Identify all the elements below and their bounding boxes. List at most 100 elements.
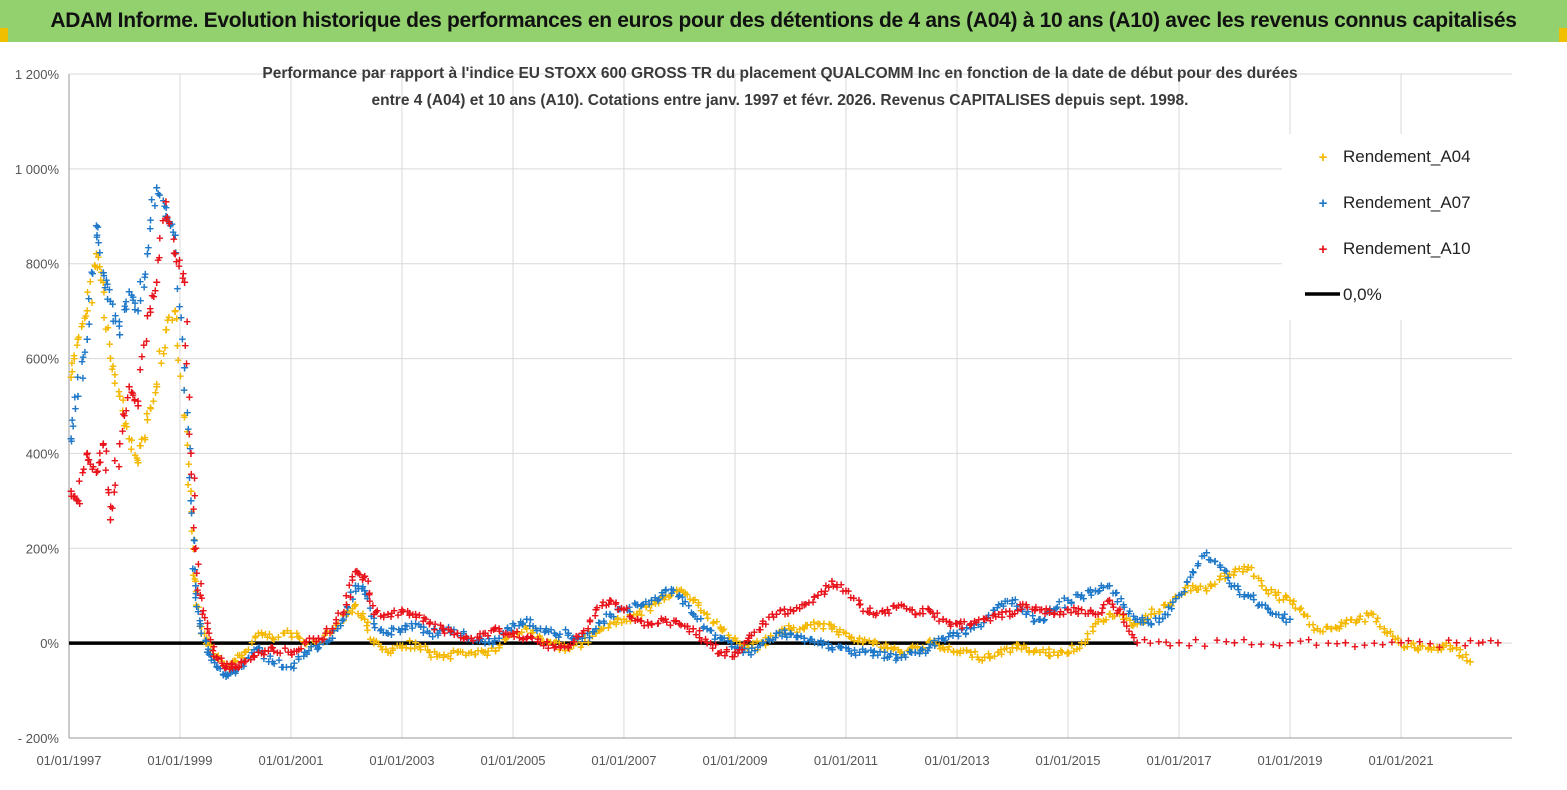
data-marker: +: [807, 617, 815, 632]
data-marker: +: [436, 648, 444, 663]
data-marker: +: [808, 631, 816, 646]
data-marker: +: [1207, 553, 1215, 568]
data-marker: +: [111, 376, 119, 391]
data-marker: +: [955, 628, 963, 643]
data-marker: +: [184, 477, 192, 492]
data-marker: +: [1447, 642, 1455, 657]
data-marker: +: [131, 447, 139, 462]
data-marker: +: [279, 660, 287, 675]
data-marker: +: [607, 594, 615, 609]
data-marker: +: [673, 582, 681, 597]
data-marker: +: [1074, 587, 1082, 602]
data-marker: +: [1104, 578, 1112, 593]
data-marker: +: [846, 629, 854, 644]
data-marker: +: [655, 595, 663, 610]
data-marker: +: [1428, 642, 1436, 657]
data-marker: +: [825, 640, 833, 655]
data-marker: +: [1241, 587, 1249, 602]
data-marker: +: [1235, 561, 1243, 576]
legend-swatch-marker: +: [1319, 195, 1328, 212]
data-marker: +: [760, 635, 768, 650]
data-marker: +: [479, 645, 487, 660]
data-marker: +: [891, 640, 899, 655]
data-marker: +: [476, 631, 484, 646]
data-marker: +: [719, 631, 727, 646]
data-marker: +: [589, 628, 597, 643]
data-marker: +: [740, 637, 748, 652]
data-marker: +: [411, 640, 419, 655]
data-marker: +: [353, 563, 361, 578]
data-marker: +: [165, 309, 173, 324]
data-point: +: [897, 644, 905, 660]
data-point: +: [439, 620, 447, 636]
data-marker: +: [553, 633, 561, 648]
data-point: +: [1397, 635, 1405, 651]
data-point: +: [92, 217, 100, 233]
data-marker: +: [677, 582, 685, 597]
data-marker: +: [1140, 614, 1148, 629]
data-marker: +: [490, 622, 498, 637]
data-point: +: [143, 412, 151, 428]
data-marker: +: [1031, 613, 1039, 628]
data-marker: +: [469, 633, 477, 648]
data-point: +: [301, 635, 309, 651]
data-marker: +: [376, 623, 384, 638]
data-marker: +: [1123, 610, 1131, 625]
data-marker: +: [1281, 607, 1289, 622]
data-marker: +: [212, 650, 220, 665]
data-marker: +: [146, 221, 154, 236]
data-point: +: [1050, 606, 1058, 622]
data-marker: +: [644, 618, 652, 633]
data-marker: +: [668, 586, 676, 601]
data-marker: +: [1156, 604, 1164, 619]
data-marker: +: [978, 653, 986, 668]
data-marker: +: [552, 627, 560, 642]
data-marker: +: [121, 408, 129, 423]
data-point: +: [495, 639, 503, 655]
data-point: +: [467, 630, 475, 646]
data-marker: +: [998, 609, 1006, 624]
data-marker: +: [872, 607, 880, 622]
data-marker: +: [869, 635, 877, 650]
data-point: +: [125, 284, 133, 300]
data-marker: +: [712, 637, 720, 652]
data-point: +: [634, 597, 642, 613]
data-marker: +: [1165, 598, 1173, 613]
data-marker: +: [310, 631, 318, 646]
data-marker: +: [1146, 636, 1154, 651]
data-marker: +: [164, 313, 172, 328]
data-point: +: [495, 620, 503, 636]
data-marker: +: [833, 624, 841, 639]
data-marker: +: [510, 625, 518, 640]
data-marker: +: [484, 628, 492, 643]
data-marker: +: [1352, 615, 1360, 630]
data-marker: +: [401, 622, 409, 637]
data-point: +: [994, 644, 1002, 660]
data-marker: +: [1029, 608, 1037, 623]
data-marker: +: [852, 647, 860, 662]
data-point: +: [634, 606, 642, 622]
data-marker: +: [192, 584, 200, 599]
data-marker: +: [1296, 602, 1304, 617]
data-marker: +: [1197, 578, 1205, 593]
data-marker: +: [1178, 587, 1186, 602]
data-point: +: [162, 208, 170, 224]
data-marker: +: [465, 645, 473, 660]
data-marker: +: [670, 613, 678, 628]
data-marker: +: [991, 648, 999, 663]
data-marker: +: [680, 585, 688, 600]
data-marker: +: [229, 664, 237, 679]
data-marker: +: [447, 651, 455, 666]
data-marker: +: [859, 635, 867, 650]
data-marker: +: [783, 630, 791, 645]
data-marker: +: [818, 637, 826, 652]
data-marker: +: [221, 657, 229, 672]
data-marker: +: [476, 626, 484, 641]
data-point: +: [1091, 582, 1099, 598]
data-marker: +: [189, 567, 197, 582]
data-point: +: [384, 606, 392, 622]
data-marker: +: [145, 240, 153, 255]
data-marker: +: [970, 617, 978, 632]
data-marker: +: [1120, 615, 1128, 630]
data-marker: +: [871, 644, 879, 659]
